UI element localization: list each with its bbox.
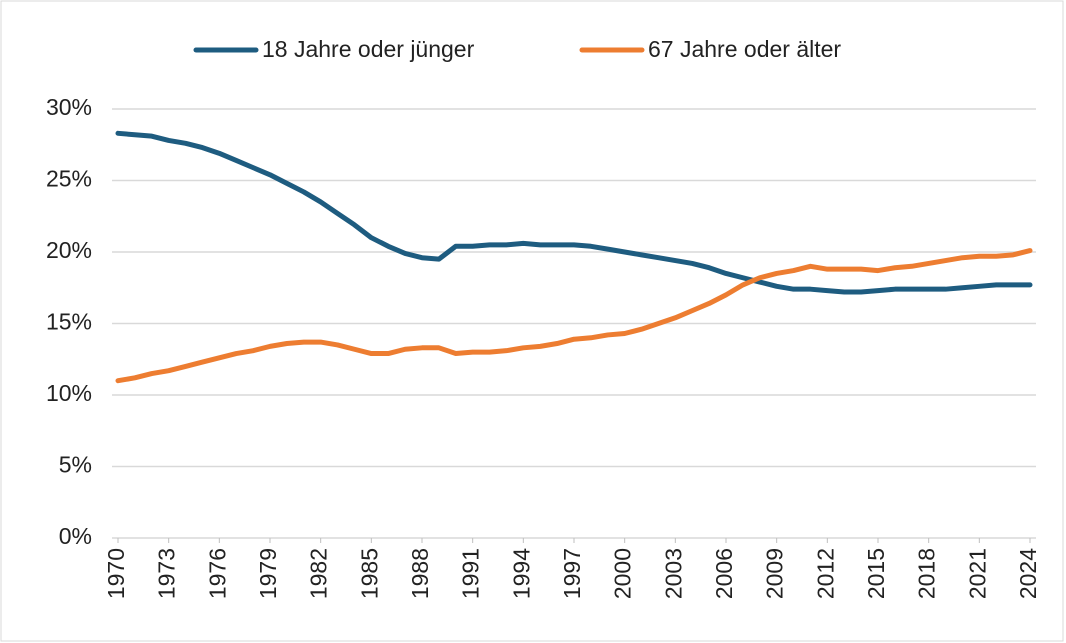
x-tick-label: 2009 <box>762 548 788 599</box>
x-tick-label: 1994 <box>508 548 534 599</box>
x-tick-label: 2024 <box>1015 548 1041 599</box>
x-tick-label: 1976 <box>204 548 230 599</box>
x-tick-label: 1970 <box>103 548 129 599</box>
legend-label: 18 Jahre oder jünger <box>262 36 475 62</box>
x-tick-label: 1973 <box>154 548 180 599</box>
series-line <box>115 130 1033 295</box>
x-tick-label: 1997 <box>559 548 585 599</box>
x-tick-label: 2000 <box>610 548 636 599</box>
legend-label: 67 Jahre oder älter <box>648 36 841 62</box>
x-tick-label: 2021 <box>964 548 990 599</box>
x-tick-label: 2015 <box>863 548 889 599</box>
y-tick-label: 20% <box>46 237 92 263</box>
x-tick-label: 1985 <box>356 548 382 599</box>
y-tick-label: 5% <box>59 452 92 478</box>
x-tick-label: 1991 <box>458 548 484 599</box>
series-line <box>115 248 1033 384</box>
x-tick-label: 2018 <box>914 548 940 599</box>
x-tick-label: 1988 <box>407 548 433 599</box>
x-tick-label: 2012 <box>812 548 838 599</box>
x-tick-label: 1979 <box>255 548 281 599</box>
y-tick-label: 10% <box>46 380 92 406</box>
x-tick-label: 2006 <box>711 548 737 599</box>
y-tick-label: 0% <box>59 523 92 549</box>
y-tick-label: 30% <box>46 94 92 120</box>
y-tick-label: 25% <box>46 166 92 192</box>
x-tick-label: 2003 <box>660 548 686 599</box>
x-tick-label: 1982 <box>306 548 332 599</box>
y-tick-label: 15% <box>46 309 92 335</box>
